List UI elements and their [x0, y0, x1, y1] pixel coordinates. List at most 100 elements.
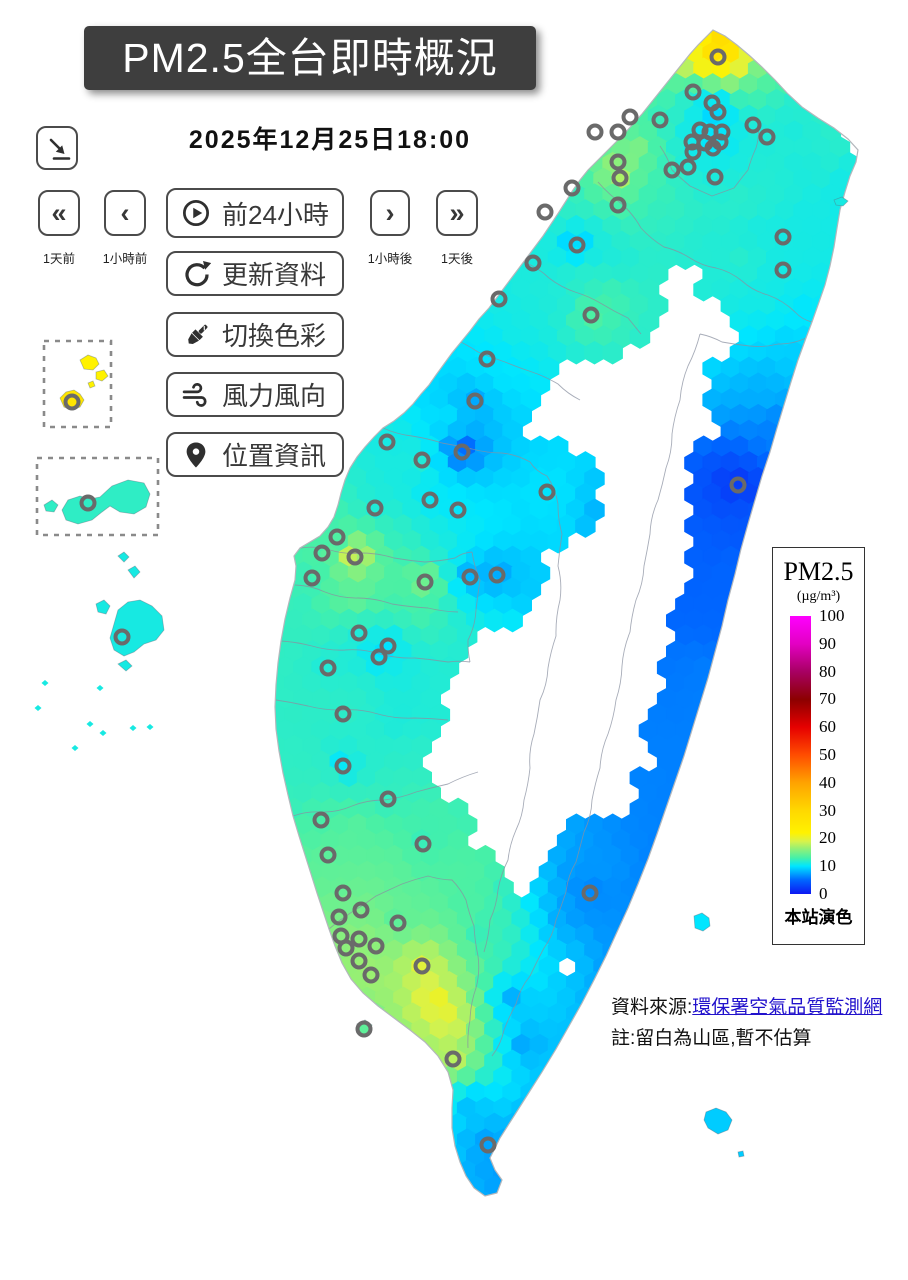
nav-hour-forward-button[interactable]: › [370, 190, 410, 236]
station-marker[interactable] [303, 569, 321, 587]
pm25-hex-cell [248, 735, 268, 758]
station-marker[interactable] [379, 637, 397, 655]
station-marker[interactable] [378, 433, 396, 451]
station-marker[interactable] [346, 548, 364, 566]
station-marker[interactable] [355, 1020, 373, 1038]
station-marker[interactable] [414, 835, 432, 853]
station-marker[interactable] [370, 648, 388, 666]
station-marker[interactable] [729, 476, 747, 494]
station-marker[interactable] [663, 161, 681, 179]
station-marker[interactable] [319, 659, 337, 677]
station-marker[interactable] [774, 261, 792, 279]
pm25-hex-cell [566, 120, 587, 145]
station-marker[interactable] [586, 123, 604, 141]
station-marker[interactable] [563, 179, 581, 197]
pm25-hex-cell [338, 1049, 360, 1074]
station-marker[interactable] [113, 628, 131, 646]
pm25-hex-cell [738, 577, 760, 601]
station-marker[interactable] [330, 908, 348, 926]
station-marker[interactable] [488, 566, 506, 584]
station-marker[interactable] [350, 624, 368, 642]
station-marker[interactable] [609, 196, 627, 214]
station-marker[interactable] [453, 443, 471, 461]
station-marker[interactable] [312, 811, 330, 829]
source-note-block: 資料來源:環保署空氣品質監測網 註:留白為山區,暫不估算 [611, 992, 882, 1054]
station-marker[interactable] [350, 952, 368, 970]
station-marker[interactable] [651, 111, 669, 129]
station-marker[interactable] [684, 83, 702, 101]
pm25-hex-cell [584, 88, 605, 113]
prev-24h-button[interactable]: 前24小時 [166, 188, 344, 238]
pm25-hex-cell [720, 766, 742, 790]
station-marker[interactable] [449, 501, 467, 519]
station-marker[interactable] [466, 392, 484, 410]
pan-corner-icon [49, 138, 71, 160]
station-marker[interactable] [679, 158, 697, 176]
station-marker[interactable] [774, 228, 792, 246]
station-marker[interactable] [334, 884, 352, 902]
pm25-hex-cell [493, 183, 514, 208]
refresh-button[interactable]: 更新資料 [166, 251, 344, 296]
station-marker[interactable] [79, 494, 97, 512]
nav-day-forward-button[interactable]: » [436, 190, 478, 236]
station-marker[interactable] [706, 168, 724, 186]
station-marker[interactable] [581, 884, 599, 902]
station-marker[interactable] [328, 528, 346, 546]
station-marker[interactable] [713, 123, 731, 141]
station-marker[interactable] [63, 393, 81, 411]
station-marker[interactable] [319, 846, 337, 864]
station-marker[interactable] [362, 966, 380, 984]
station-marker[interactable] [367, 937, 385, 955]
pm25-hex-cell [284, 923, 305, 948]
pm25-hex-cell [275, 561, 296, 586]
station-marker[interactable] [568, 236, 586, 254]
pm25-hex-cell [502, 167, 523, 192]
toggle-colors-button[interactable]: 切換色彩 [166, 312, 344, 357]
pm25-hex-cell [620, 970, 642, 995]
source-link[interactable]: 環保署空氣品質監測網 [692, 997, 883, 1018]
station-marker[interactable] [479, 1136, 497, 1154]
wind-button[interactable]: 風力風向 [166, 372, 344, 417]
station-marker[interactable] [389, 914, 407, 932]
station-marker[interactable] [461, 568, 479, 586]
pm25-hex-cell [365, 403, 387, 428]
pm25-hex-cell [620, 1065, 642, 1090]
station-marker[interactable] [334, 705, 352, 723]
monitoring-stations[interactable] [63, 48, 792, 1154]
pan-corner-button[interactable] [36, 126, 78, 170]
station-marker[interactable] [536, 203, 554, 221]
station-marker[interactable] [334, 757, 352, 775]
station-marker[interactable] [621, 108, 639, 126]
station-marker[interactable] [709, 48, 727, 66]
pm25-hex-cell [775, 451, 796, 475]
station-marker[interactable] [609, 153, 627, 171]
station-marker[interactable] [350, 930, 368, 948]
station-marker[interactable] [758, 128, 776, 146]
station-marker[interactable] [379, 790, 397, 808]
station-marker[interactable] [478, 350, 496, 368]
station-marker[interactable] [538, 483, 556, 501]
station-marker[interactable] [709, 103, 727, 121]
station-marker[interactable] [490, 290, 508, 308]
station-marker[interactable] [609, 123, 627, 141]
station-marker[interactable] [421, 491, 439, 509]
station-marker[interactable] [444, 1050, 462, 1068]
station-marker[interactable] [684, 143, 702, 161]
station-marker[interactable] [413, 957, 431, 975]
location-button[interactable]: 位置資訊 [166, 432, 344, 477]
station-marker[interactable] [337, 939, 355, 957]
pm25-hex-cell [374, 1018, 396, 1042]
station-marker[interactable] [582, 306, 600, 324]
nav-hour-back-button[interactable]: ‹ [104, 190, 146, 236]
station-marker[interactable] [524, 254, 542, 272]
station-marker[interactable] [744, 116, 762, 134]
station-marker[interactable] [313, 544, 331, 562]
nav-day-back-button[interactable]: « [38, 190, 80, 236]
station-marker[interactable] [352, 901, 370, 919]
station-marker[interactable] [704, 139, 722, 157]
station-marker[interactable] [416, 573, 434, 591]
station-marker[interactable] [611, 169, 629, 187]
station-marker[interactable] [413, 451, 431, 469]
station-marker[interactable] [366, 499, 384, 517]
